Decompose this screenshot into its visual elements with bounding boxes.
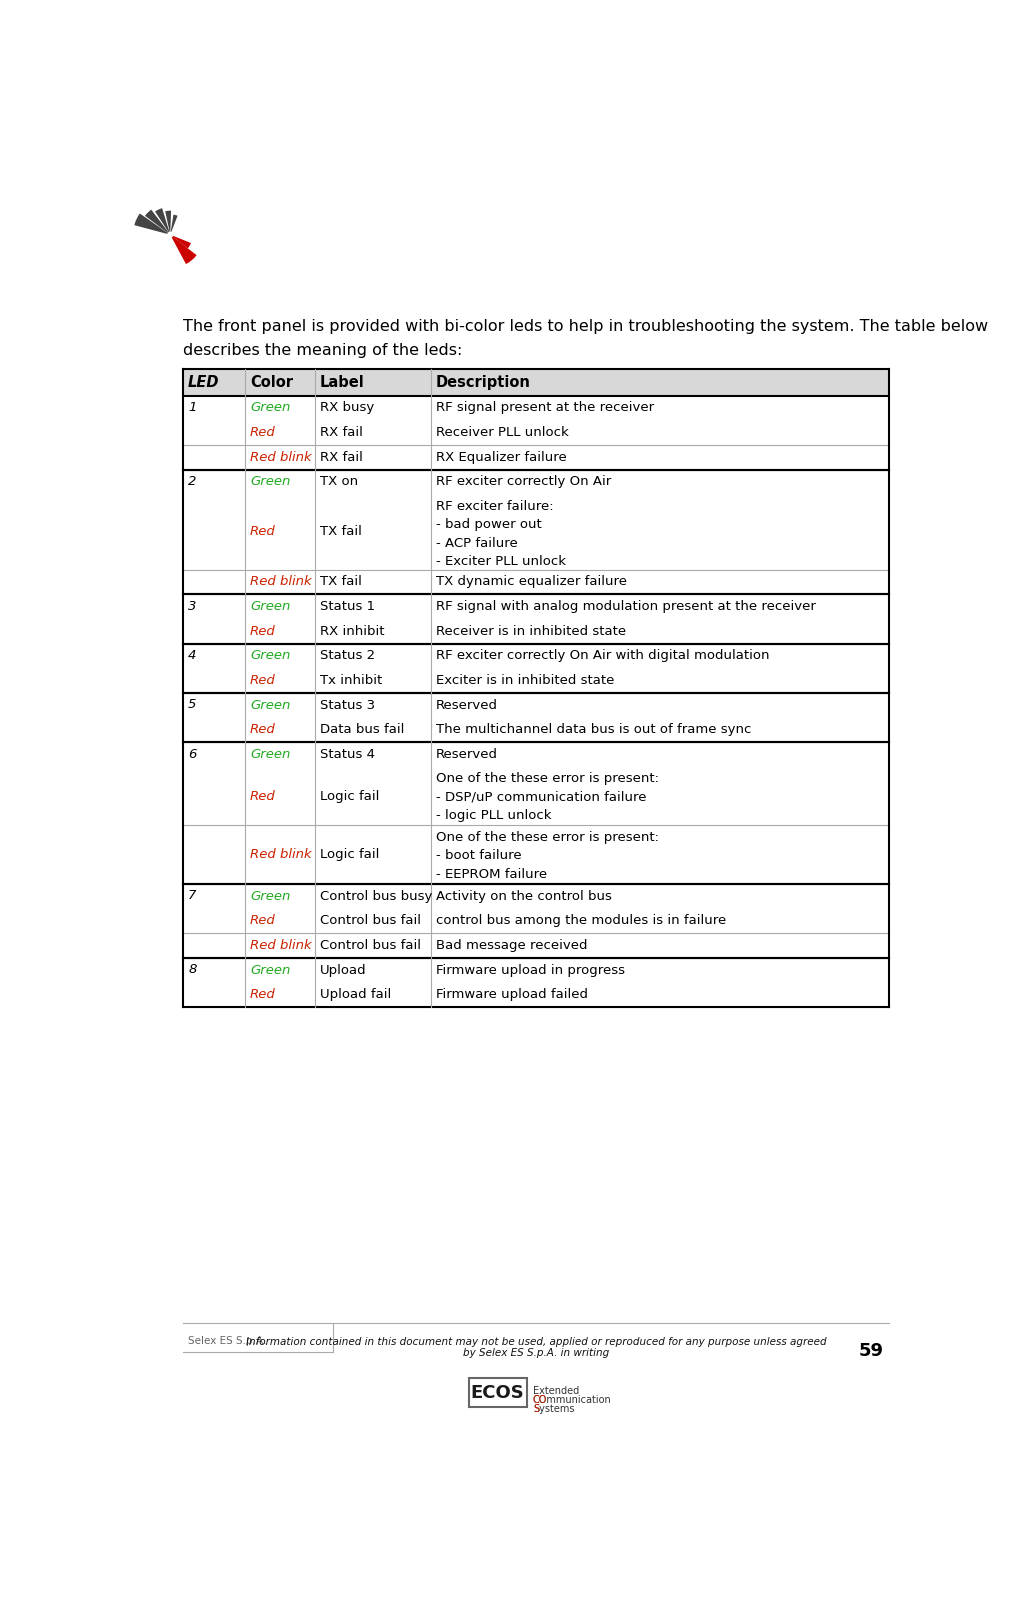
Text: COmmunication: COmmunication [533,1395,612,1406]
Text: TX dynamic equalizer failure: TX dynamic equalizer failure [436,575,627,588]
Text: TX fail: TX fail [320,526,361,539]
Text: 5: 5 [188,699,196,712]
Text: RX inhibit: RX inhibit [320,625,384,638]
Text: Green: Green [250,649,290,662]
Text: Status 4: Status 4 [320,749,375,761]
Text: by Selex ES S.p.A. in writing: by Selex ES S.p.A. in writing [463,1348,610,1358]
Text: Control bus fail: Control bus fail [320,914,421,927]
Text: RF signal with analog modulation present at the receiver: RF signal with analog modulation present… [436,600,816,612]
Text: Green: Green [250,699,290,712]
Bar [184,369,888,396]
Text: Reserved: Reserved [436,699,498,712]
Text: RX fail: RX fail [320,450,362,463]
Text: 1: 1 [188,401,196,414]
Text: Description: Description [436,375,531,390]
Text: RX busy: RX busy [320,401,374,415]
Text: TX on: TX on [320,476,358,489]
Text: RF signal present at the receiver: RF signal present at the receiver [436,401,654,415]
Text: CO: CO [533,1395,547,1406]
Text: Firmware upload in progress: Firmware upload in progress [436,963,625,976]
Text: Status 2: Status 2 [320,649,375,662]
Text: Control bus fail: Control bus fail [320,939,421,952]
Wedge shape [171,215,178,232]
Text: Green: Green [250,749,290,761]
Text: Red: Red [250,426,276,439]
Text: Status 1: Status 1 [320,600,375,612]
Text: Red blink: Red blink [250,939,311,952]
Text: Red: Red [250,790,276,803]
Text: Green: Green [250,401,290,415]
Text: Green: Green [250,890,290,902]
Text: Selex ES S.p.A.: Selex ES S.p.A. [188,1335,266,1347]
Text: Upload: Upload [320,963,367,976]
Text: Exciter is in inhibited state: Exciter is in inhibited state [436,673,615,688]
Text: Extended: Extended [533,1387,579,1396]
Text: 7: 7 [188,890,196,902]
Text: Control bus busy: Control bus busy [320,890,432,902]
Text: 6: 6 [188,747,196,760]
Text: Label: Label [320,375,364,390]
Wedge shape [135,213,167,234]
Wedge shape [173,236,191,248]
Text: 2: 2 [188,474,196,487]
Text: Reserved: Reserved [436,749,498,761]
Text: Green: Green [250,963,290,976]
Text: Red: Red [250,673,276,688]
Text: 3: 3 [188,600,196,612]
Wedge shape [145,210,168,232]
Text: Tx inhibit: Tx inhibit [320,673,382,688]
Wedge shape [172,237,197,264]
Text: Red blink: Red blink [250,848,311,861]
Wedge shape [155,208,169,232]
Text: Green: Green [250,600,290,612]
Text: 4: 4 [188,649,196,662]
Text: The front panel is provided with bi-color leds to help in troubleshooting the sy: The front panel is provided with bi-colo… [184,319,988,335]
Text: Red blink: Red blink [250,575,311,588]
Text: RF exciter failure:
- bad power out
- ACP failure
- Exciter PLL unlock: RF exciter failure: - bad power out - AC… [436,500,566,567]
Text: RF exciter correctly On Air: RF exciter correctly On Air [436,476,612,489]
Text: Red: Red [250,914,276,927]
Text: Firmware upload failed: Firmware upload failed [436,987,588,1002]
Text: Green: Green [250,476,290,489]
Text: One of the these error is present:
- boot failure
- EEPROM failure: One of the these error is present: - boo… [436,830,660,880]
Bar [469,1379,527,1407]
Text: Receiver is in inhibited state: Receiver is in inhibited state [436,625,626,638]
Text: 8: 8 [188,963,196,976]
Text: 59: 59 [859,1342,883,1359]
Text: describes the meaning of the leds:: describes the meaning of the leds: [184,343,463,357]
Text: Red blink: Red blink [250,450,311,463]
Text: Logic fail: Logic fail [320,790,379,803]
Text: Red: Red [250,723,276,736]
Text: Color: Color [250,375,293,390]
Text: Status 3: Status 3 [320,699,375,712]
Wedge shape [165,210,172,232]
Text: Receiver PLL unlock: Receiver PLL unlock [436,426,569,439]
Text: S: S [533,1404,539,1414]
Text: Data bus fail: Data bus fail [320,723,404,736]
Text: RX Equalizer failure: RX Equalizer failure [436,450,567,463]
Text: Activity on the control bus: Activity on the control bus [436,890,612,902]
Text: Upload fail: Upload fail [320,987,391,1002]
Text: RF exciter correctly On Air with digital modulation: RF exciter correctly On Air with digital… [436,649,770,662]
Text: LED: LED [188,375,220,390]
Text: Systems: Systems [533,1404,575,1414]
Text: Red: Red [250,625,276,638]
Text: Red: Red [250,526,276,539]
Text: The multichannel data bus is out of frame sync: The multichannel data bus is out of fram… [436,723,751,736]
Text: Red: Red [250,987,276,1002]
Text: One of the these error is present:
- DSP/uP communication failure
- logic PLL un: One of the these error is present: - DSP… [436,773,660,822]
Text: ECOS: ECOS [471,1383,525,1401]
Text: Information contained in this document may not be used, applied or reproduced fo: Information contained in this document m… [246,1337,826,1347]
Text: RX fail: RX fail [320,426,362,439]
Text: control bus among the modules is in failure: control bus among the modules is in fail… [436,914,726,927]
Text: TX fail: TX fail [320,575,361,588]
Text: Logic fail: Logic fail [320,848,379,861]
Text: Bad message received: Bad message received [436,939,587,952]
